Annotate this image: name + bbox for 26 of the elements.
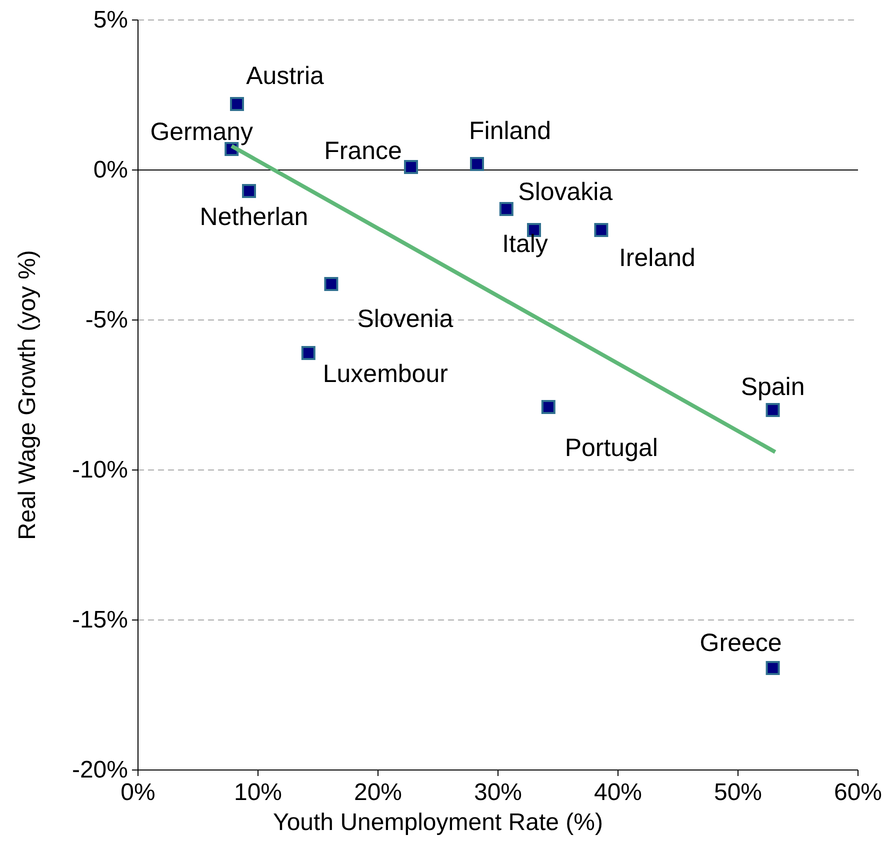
y-tick-label: 0% [93, 156, 128, 184]
y-tick-label: -10% [72, 456, 128, 484]
annotation: Ireland [618, 244, 696, 272]
x-tick-label: 30% [474, 779, 522, 806]
annotation: Finland [469, 117, 551, 145]
annotation: Portugal [564, 434, 658, 462]
annotation: Slovakia [518, 178, 613, 206]
annotation: Slovenia [357, 305, 454, 333]
annotation: France [324, 137, 402, 165]
x-axis-title: Youth Unemployment Rate (%) [273, 809, 603, 836]
annotation: Greece [700, 629, 782, 657]
x-tick-label: 60% [834, 779, 882, 806]
y-tick-label: 5% [93, 6, 128, 34]
x-tick-label: 40% [594, 779, 642, 806]
annotation: Luxembour [322, 360, 448, 388]
x-tick-label: 20% [354, 779, 402, 806]
y-tick-label: -5% [85, 306, 128, 334]
y-tick-label: -15% [72, 606, 128, 634]
x-tick-label: 10% [234, 779, 282, 806]
annotation: Austria [246, 62, 324, 90]
y-axis-title: Real Wage Growth (yoy %) [14, 250, 41, 540]
annotation: Spain [740, 373, 805, 401]
annotation: Italy [502, 230, 548, 258]
x-tick-label: 50% [714, 779, 762, 806]
annotation: Germany [150, 118, 254, 146]
annotation: Netherlan [200, 203, 308, 231]
